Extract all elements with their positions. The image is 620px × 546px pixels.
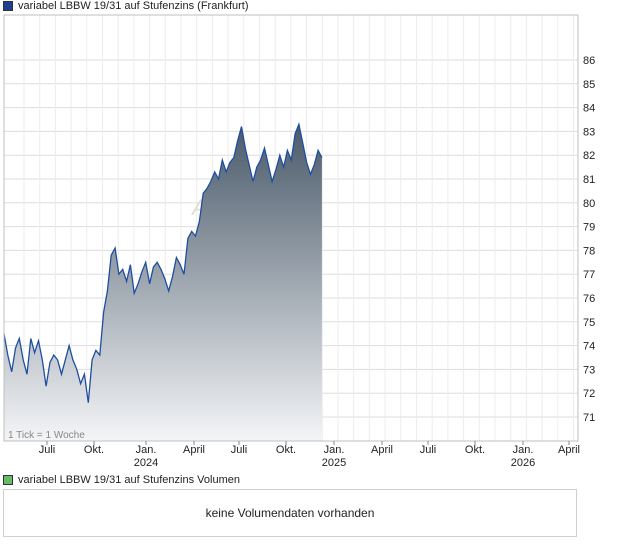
tick-note: 1 Tick = 1 Woche [8,430,85,441]
volume-panel: keine Volumendaten vorhanden [3,489,577,537]
price-legend-label: variabel LBBW 19/31 auf Stufenzins (Fran… [18,0,249,12]
no-volume-message: keine Volumendaten vorhanden [205,506,375,520]
y-tick-label: 75 [583,317,595,329]
y-tick-label: 81 [583,174,595,186]
price-line [4,122,323,403]
y-tick-label: 72 [583,388,595,400]
x-tick-year: 2025 [322,457,346,469]
x-tick-year: 2026 [511,457,535,469]
x-tick-label: April [558,444,580,456]
y-tick-label: 82 [583,150,595,162]
y-tick-label: 77 [583,269,595,281]
volume-legend: variabel LBBW 19/31 auf Stufenzins Volum… [3,474,240,486]
x-tick-label: Okt. [276,444,296,456]
y-axis: 71 72 73 74 75 76 77 78 79 80 81 82 83 84 85 86 [583,55,595,424]
x-tick-label: Jan. [513,444,534,456]
y-tick-label: 84 [583,103,595,115]
y-tick-label: 85 [583,79,595,91]
y-tick-label: 74 [583,341,595,353]
plot-frame [3,14,579,442]
x-tick-year: 2024 [134,457,158,469]
y-tick-label: 86 [583,55,595,67]
y-tick-label: 73 [583,364,595,376]
y-tick-label: 80 [583,198,595,210]
price-area [4,124,322,441]
y-tick-label: 71 [583,412,595,424]
x-tick-label: April [183,444,205,456]
x-tick-label: April [371,444,393,456]
x-tick-label: Jan. [324,444,345,456]
volume-legend-swatch [3,475,13,485]
price-legend-swatch [3,1,13,11]
x-tick-label: Okt. [84,444,104,456]
y-tick-label: 83 [583,126,595,138]
x-tick-label: Jan. [136,444,157,456]
x-tick-label: Okt. [465,444,485,456]
y-tick-label: 78 [583,245,595,257]
x-tick-label: Juli [420,444,437,456]
volume-legend-label: variabel LBBW 19/31 auf Stufenzins Volum… [18,474,240,486]
y-tick-label: 79 [583,222,595,234]
price-legend: variabel LBBW 19/31 auf Stufenzins (Fran… [3,0,249,12]
x-tick-label: Juli [39,444,56,456]
y-tick-label: 76 [583,293,595,305]
x-tick-label: Juli [231,444,248,456]
